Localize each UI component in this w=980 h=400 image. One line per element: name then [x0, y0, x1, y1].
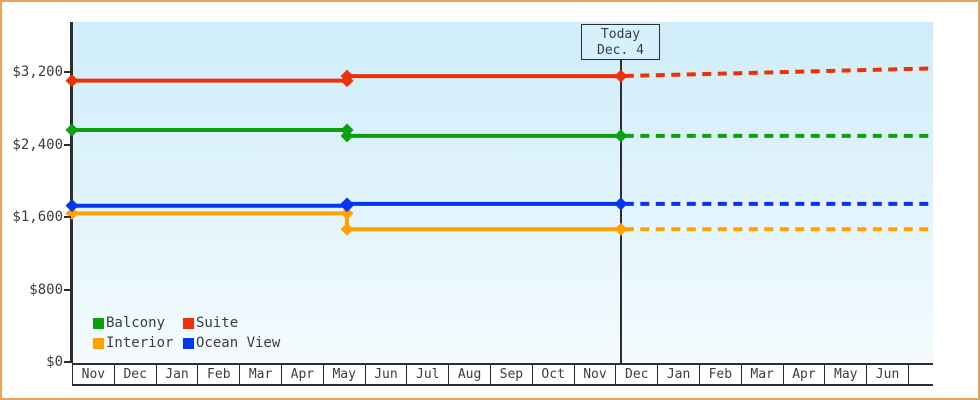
data-point-suite — [614, 69, 628, 83]
y-axis-tick — [64, 143, 71, 146]
data-point-interior — [614, 222, 628, 236]
chart-canvas — [65, 66, 934, 236]
month-cell: Mar — [740, 365, 783, 384]
month-cell: Apr — [782, 365, 825, 384]
interior-swatch-icon — [93, 337, 104, 349]
y-axis-label: $800 — [29, 281, 63, 298]
y-axis-tick — [64, 361, 71, 363]
month-cell: Aug — [448, 365, 490, 384]
legend-label: Balcony — [106, 315, 166, 331]
month-cell: Feb — [698, 365, 741, 384]
month-cell: Jun — [364, 365, 407, 384]
suite-swatch-icon — [183, 317, 194, 329]
legend-label: Suite — [196, 315, 239, 331]
today-label: Today — [600, 27, 641, 42]
data-point-ocean-view — [340, 197, 354, 211]
projection-line-suite — [620, 66, 934, 79]
y-axis-label: $2,400 — [12, 136, 63, 153]
legend-item-ocean-view: Ocean View — [183, 333, 280, 353]
data-point-interior — [340, 206, 354, 220]
balcony-swatch-icon — [93, 317, 104, 329]
month-cell: May — [322, 365, 365, 384]
y-axis-tick — [64, 71, 71, 73]
data-point-balcony — [340, 129, 354, 143]
legend-label: Interior — [106, 335, 174, 351]
month-cell: Mar — [239, 365, 281, 384]
month-cell: Jul — [406, 365, 448, 384]
month-cell: Dec — [113, 365, 156, 384]
y-axis-line — [70, 22, 73, 363]
legend-item-interior: Interior — [93, 333, 183, 353]
data-point-balcony — [614, 129, 628, 143]
data-point-interior — [340, 222, 354, 236]
legend-label: Ocean View — [196, 335, 281, 351]
month-cell: Jan — [155, 365, 198, 384]
today-annotation-box: Today Dec. 4 — [581, 24, 660, 60]
data-point-ocean-view — [614, 197, 628, 211]
data-point-ocean-view — [65, 199, 79, 213]
month-cell-empty — [907, 365, 933, 384]
x-axis-month-row: Nov Dec Jan Feb Mar Apr May Jun Jul Aug Sep Oct Nov D… — [72, 363, 933, 386]
data-point-balcony — [65, 123, 79, 137]
legend-item-balcony: Balcony — [93, 313, 183, 333]
month-cell: Nov — [72, 365, 114, 384]
today-vertical-line — [620, 58, 622, 363]
legend: Balcony Suite Interior Ocean View — [93, 313, 280, 353]
month-cell: Jun — [866, 365, 908, 384]
y-axis-tick — [64, 216, 71, 218]
y-axis-label: $0 — [46, 354, 63, 370]
month-cell: Dec — [615, 365, 657, 384]
month-cell: Sep — [489, 365, 532, 384]
month-cell: Oct — [531, 365, 574, 384]
month-cell: May — [824, 365, 866, 384]
month-cell: Feb — [197, 365, 239, 384]
data-point-suite — [65, 74, 79, 88]
month-cell: Jan — [657, 365, 699, 384]
month-cell: Apr — [280, 365, 323, 384]
legend-item-suite: Suite — [183, 313, 280, 333]
month-cell: Nov — [573, 365, 616, 384]
y-axis-label: $1,600 — [12, 209, 63, 225]
price-line-interior — [72, 211, 621, 232]
today-date: Dec. 4 — [597, 43, 644, 58]
ocean-view-swatch-icon — [183, 337, 194, 349]
data-point-suite — [340, 69, 354, 83]
y-axis-label: $3,200 — [12, 64, 63, 80]
y-axis-tick — [64, 288, 71, 291]
